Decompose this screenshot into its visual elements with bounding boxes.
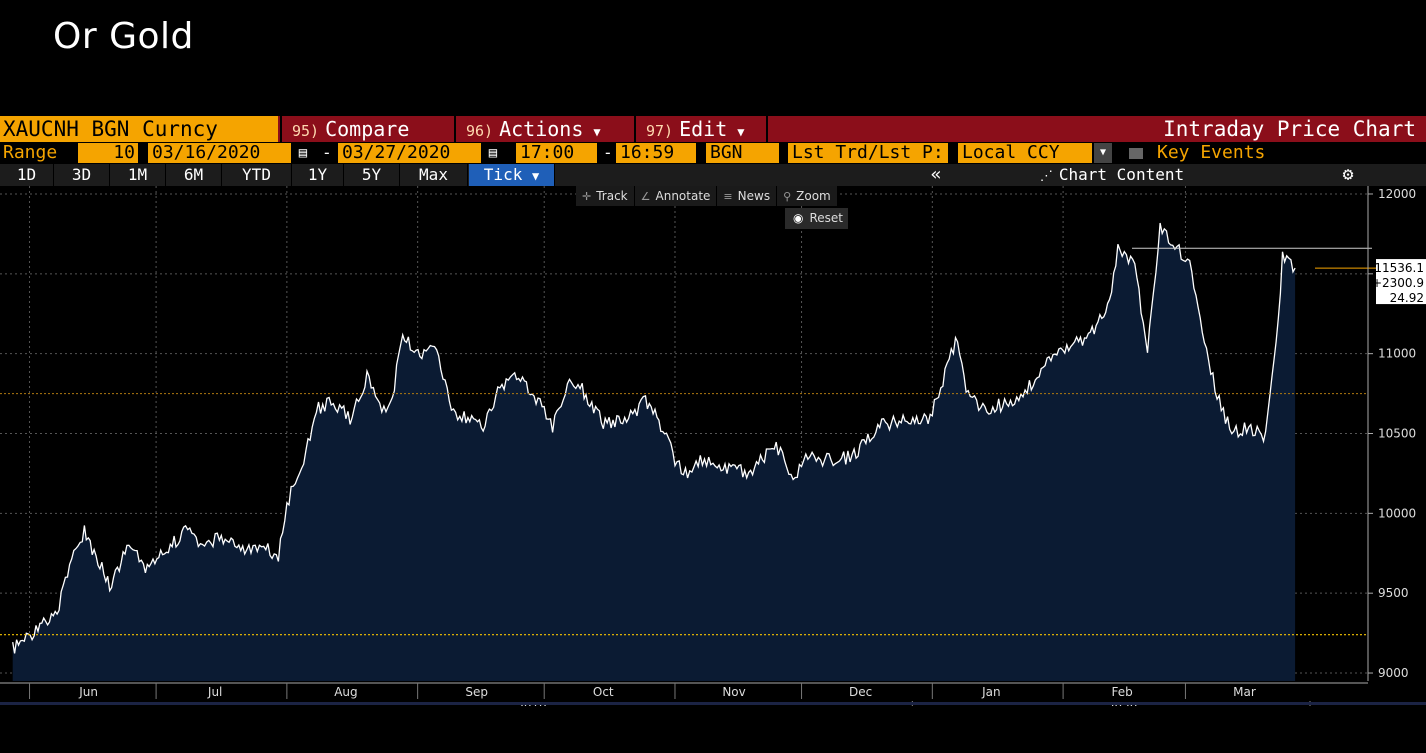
date-separator: - — [322, 143, 332, 162]
actions-caret-icon: ▼ — [593, 125, 601, 139]
actions-number: 96) — [466, 122, 494, 140]
footer-divider — [0, 702, 1426, 705]
annotate-button[interactable]: ∠ Annotate — [635, 186, 718, 206]
reset-button[interactable]: ◉ Reset — [785, 208, 848, 229]
y-tick-label: 11000 — [1378, 347, 1416, 361]
range-label: Range — [3, 142, 58, 163]
calendar-icon[interactable]: ▤ — [488, 145, 498, 161]
chart-content-button[interactable]: ⋰ Chart Content — [956, 164, 1268, 186]
tab-1m[interactable]: 1M — [110, 164, 166, 186]
key-events-label: Key Events — [1157, 142, 1266, 163]
x-tick-label: Jan — [981, 685, 1001, 699]
x-tick-label: Feb — [1112, 685, 1133, 699]
edit-number: 97) — [646, 122, 674, 140]
calendar-icon[interactable]: ▤ — [298, 145, 308, 161]
x-tick-label: Oct — [593, 685, 614, 699]
tab-3d[interactable]: 3D — [54, 164, 110, 186]
compare-number: 95) — [292, 122, 320, 140]
price-chart[interactable]: 90009500100001050011000115001200011536.1… — [0, 186, 1426, 706]
currency-select[interactable]: Local CCY — [958, 143, 1092, 163]
x-tick-label: Mar — [1233, 685, 1256, 699]
compare-button[interactable]: 95) Compare — [280, 116, 454, 142]
compare-label: Compare — [325, 117, 410, 141]
x-tick-label: Jun — [78, 685, 98, 699]
last-percent-value: 24.92 — [1390, 291, 1424, 305]
x-tick-label: Aug — [334, 685, 357, 699]
magnifier-icon: ⚲ — [783, 190, 792, 203]
x-tick-label: Jul — [207, 685, 222, 699]
range-value-field[interactable]: 10 — [78, 143, 138, 163]
collapse-icon[interactable]: « — [918, 164, 954, 186]
chevron-down-icon: ▼ — [531, 169, 540, 183]
time-separator: - — [603, 143, 613, 162]
x-tick-label: Sep — [465, 685, 488, 699]
pencil-icon: ∠ — [640, 190, 651, 203]
reset-label: Reset — [809, 211, 844, 225]
annotate-label: Annotate — [655, 189, 711, 203]
news-label: News — [737, 189, 771, 203]
price-field-select[interactable]: Lst Trd/Lst P: — [788, 143, 948, 163]
x-tick-label: Nov — [722, 685, 745, 699]
edit-caret-icon: ▼ — [737, 125, 745, 139]
actions-label: Actions — [499, 117, 584, 141]
crosshair-icon: ✛ — [582, 190, 592, 203]
y-tick-label: 9500 — [1378, 586, 1409, 600]
header-bar: XAUCNH BGN Curncy 95) Compare 96) Actions ▼… — [0, 116, 1426, 142]
tab-max[interactable]: Max — [400, 164, 468, 186]
actions-button[interactable]: 96) Actions ▼ — [454, 116, 634, 142]
price-series-line — [12, 222, 1296, 654]
news-button[interactable]: ≡ News — [717, 186, 778, 206]
y-tick-label: 10500 — [1378, 427, 1416, 441]
zoom-label: Zoom — [796, 189, 831, 203]
edit-button[interactable]: 97) Edit ▼ — [634, 116, 768, 142]
params-bar: Range 10 03/16/2020 ▤ - 03/27/2020 ▤ 17:… — [0, 142, 1426, 164]
chart-content-icon: ⋰ — [1039, 169, 1053, 184]
reset-icon: ◉ — [793, 211, 804, 225]
chevron-down-icon[interactable]: ▼ — [1094, 143, 1112, 163]
tab-ytd[interactable]: YTD — [222, 164, 292, 186]
edit-label: Edit — [679, 117, 728, 141]
last-price-value: 11536.1 — [1374, 261, 1424, 275]
price-area — [12, 223, 1296, 681]
tab-tick-label: Tick — [483, 165, 523, 184]
tab-5y[interactable]: 5Y — [344, 164, 400, 186]
timeframe-bar: 1D 3D 1M 6M YTD 1Y 5Y Max Tick ▼ « ⋰ Char… — [0, 164, 1426, 186]
y-tick-label: 12000 — [1378, 187, 1416, 201]
tab-1y[interactable]: 1Y — [292, 164, 344, 186]
end-time-field[interactable]: 16:59 — [616, 143, 696, 163]
tab-1d[interactable]: 1D — [0, 164, 54, 186]
y-tick-label: 10000 — [1378, 506, 1416, 520]
tab-tick[interactable]: Tick ▼ — [469, 164, 555, 186]
key-events-checkbox[interactable] — [1129, 148, 1143, 159]
slide-title: Or Gold — [53, 16, 194, 57]
track-label: Track — [596, 189, 628, 203]
start-date-field[interactable]: 03/16/2020 — [148, 143, 291, 163]
chart-kind-title: Intraday Price Chart — [1163, 117, 1416, 141]
last-change-value: +2300.9 — [1372, 276, 1424, 290]
chart-content-label: Chart Content — [1058, 165, 1185, 184]
end-date-field[interactable]: 03/27/2020 — [338, 143, 481, 163]
news-icon: ≡ — [723, 190, 733, 203]
start-time-field[interactable]: 17:00 — [516, 143, 597, 163]
zoom-button[interactable]: ⚲ Zoom — [777, 186, 838, 206]
gear-icon[interactable]: ⚙ — [1270, 164, 1426, 186]
ticker-field[interactable]: XAUCNH BGN Curncy — [0, 116, 278, 142]
bloomberg-terminal: XAUCNH BGN Curncy 95) Compare 96) Actions ▼… — [0, 116, 1426, 706]
y-tick-label: 9000 — [1378, 666, 1409, 680]
chart-toolbar: ✛ Track ∠ Annotate ≡ News ⚲ Zoom — [576, 186, 838, 206]
track-button[interactable]: ✛ Track — [576, 186, 635, 206]
last-value-box — [1376, 259, 1426, 305]
source-field[interactable]: BGN — [706, 143, 779, 163]
x-tick-label: Dec — [849, 685, 872, 699]
tab-6m[interactable]: 6M — [166, 164, 222, 186]
